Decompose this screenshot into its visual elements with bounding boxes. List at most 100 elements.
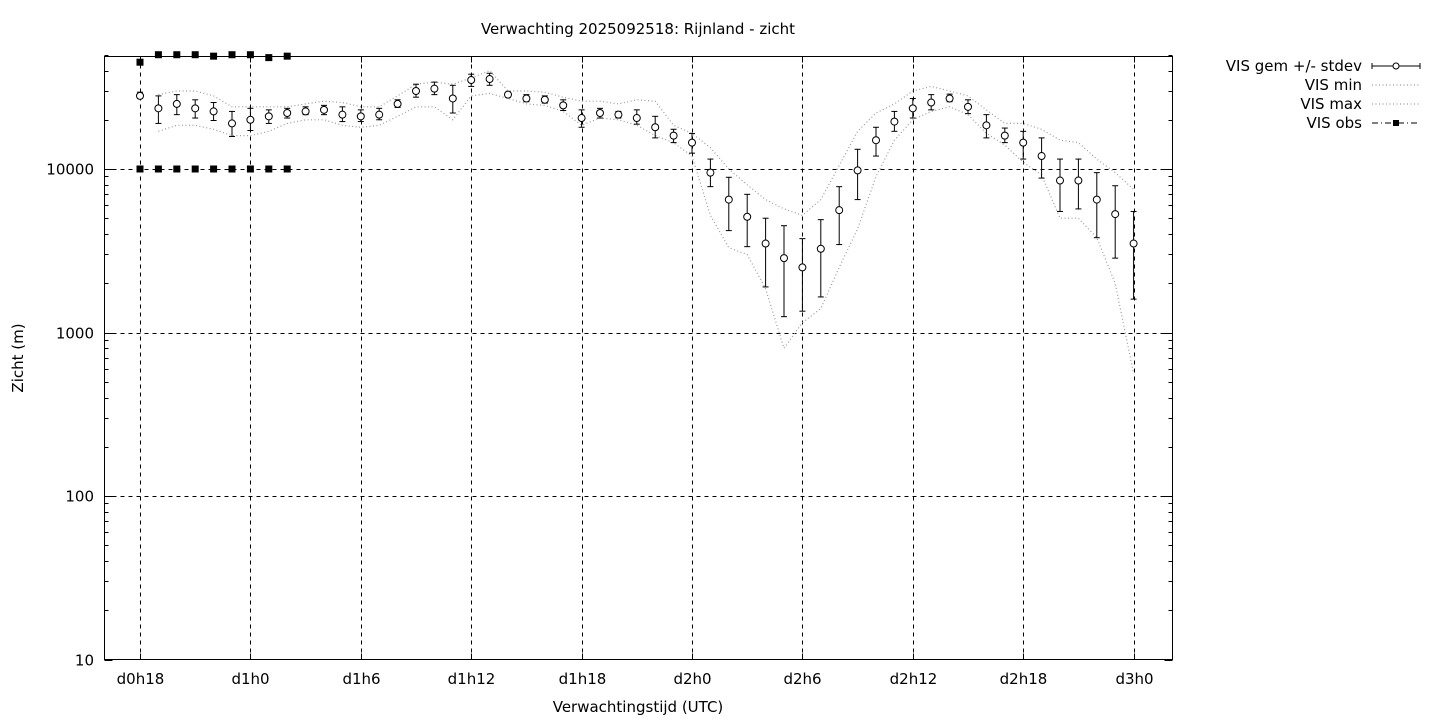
- x-tick-label: d1h0: [231, 670, 269, 688]
- mean-point: [706, 168, 715, 177]
- y-tick-label: 1000: [56, 325, 94, 343]
- plot-frame: [104, 56, 1173, 660]
- mean-point: [853, 166, 862, 175]
- mean-point: [1000, 131, 1009, 140]
- x-tick-label: d3h0: [1115, 670, 1153, 688]
- mean-point: [320, 105, 328, 114]
- obs-point: [246, 51, 254, 59]
- series-line-vis-max: [158, 69, 1135, 217]
- obs-point: [136, 165, 144, 173]
- obs-point: [136, 58, 144, 66]
- obs-point: [246, 165, 254, 173]
- y-tick-label: 10: [75, 652, 94, 670]
- obs-point: [283, 165, 291, 173]
- y-tick-label: 10000: [46, 161, 94, 179]
- mean-point: [724, 195, 733, 204]
- mean-point: [816, 244, 825, 253]
- legend-label: VIS obs: [1307, 114, 1363, 132]
- mean-point: [669, 131, 678, 140]
- mean-point: [338, 110, 347, 119]
- legend-marker: [1392, 62, 1400, 70]
- series-line-vis-min: [158, 92, 1135, 374]
- obs-point: [228, 165, 236, 173]
- obs-point: [265, 54, 273, 62]
- grid: [104, 56, 1173, 660]
- mean-point: [467, 76, 476, 85]
- mean-point: [559, 101, 568, 110]
- mean-point: [264, 112, 273, 121]
- mean-point: [246, 115, 255, 124]
- obs-point: [191, 165, 199, 173]
- mean-point: [540, 95, 549, 104]
- mean-point: [1092, 195, 1101, 204]
- x-tick-label: d0h18: [117, 670, 165, 688]
- x-tick-label: d2h6: [783, 670, 821, 688]
- y-tick-label: 100: [65, 488, 94, 506]
- mean-point: [191, 104, 200, 113]
- mean-point: [632, 114, 641, 123]
- obs-point: [228, 51, 236, 59]
- mean-point: [430, 84, 439, 93]
- mean-point: [908, 104, 917, 113]
- mean-point: [964, 102, 972, 111]
- obs-point: [173, 165, 181, 173]
- mean-point: [1056, 176, 1064, 185]
- axis-ticks: d0h18 d1h0 d1h6 d1h12 d1h18 d2h0 d2h6 d2h12 d2h1…: [46, 55, 1173, 688]
- x-tick-label: d2h12: [890, 670, 938, 688]
- series-layer: [136, 51, 1138, 374]
- mean-point: [1129, 239, 1138, 248]
- mean-point: [872, 136, 880, 145]
- mean-point: [485, 75, 494, 84]
- chart-title: Verwachting 2025092518: Rijnland - zicht: [481, 20, 795, 38]
- mean-point: [798, 263, 807, 272]
- mean-point: [154, 104, 163, 113]
- legend-label: VIS max: [1300, 95, 1362, 113]
- x-tick-label: d2h0: [673, 670, 711, 688]
- x-tick-label: d1h12: [448, 670, 496, 688]
- mean-point: [412, 86, 420, 95]
- mean-point: [780, 254, 788, 263]
- mean-point: [375, 110, 384, 119]
- obs-point: [154, 165, 162, 173]
- mean-point: [504, 90, 512, 99]
- obs-point: [210, 165, 218, 173]
- x-axis-label: Verwachtingstijd (UTC): [553, 698, 724, 716]
- obs-point: [154, 51, 162, 59]
- legend-label: VIS gem +/- stdev: [1226, 57, 1362, 75]
- mean-point: [393, 99, 402, 108]
- mean-point: [1019, 138, 1028, 147]
- x-tick-label: d2h18: [1000, 670, 1048, 688]
- mean-point: [448, 94, 457, 103]
- mean-point: [890, 117, 899, 126]
- mean-point: [577, 114, 586, 123]
- mean-point: [522, 94, 531, 103]
- mean-point: [651, 123, 660, 132]
- y-axis-label: Zicht (m): [9, 323, 27, 392]
- mean-point: [1111, 210, 1120, 219]
- mean-point: [945, 94, 954, 103]
- obs-point: [191, 51, 199, 59]
- mean-point: [172, 99, 181, 108]
- mean-point: [228, 119, 236, 128]
- mean-point: [596, 109, 604, 118]
- mean-point: [927, 98, 936, 107]
- legend-label: VIS min: [1305, 76, 1362, 94]
- mean-point: [835, 206, 844, 215]
- mean-point: [743, 212, 752, 221]
- mean-point: [283, 109, 292, 118]
- mean-point: [1074, 176, 1083, 185]
- mean-point: [761, 239, 770, 248]
- mean-point: [209, 107, 218, 116]
- x-tick-label: d1h6: [342, 670, 380, 688]
- mean-point: [356, 112, 365, 121]
- x-tick-label: d1h18: [559, 670, 607, 688]
- mean-point: [614, 110, 623, 119]
- obs-point: [173, 51, 181, 59]
- mean-point: [136, 91, 144, 100]
- legend-marker: [1393, 120, 1399, 126]
- mean-point: [982, 121, 991, 130]
- mean-point: [688, 138, 696, 147]
- mean-point: [301, 107, 310, 116]
